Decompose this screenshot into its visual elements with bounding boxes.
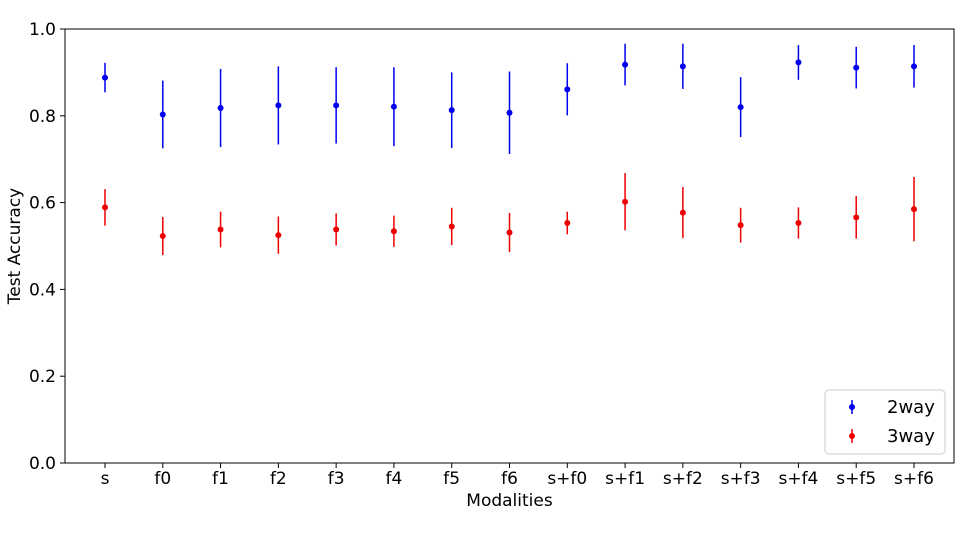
point-3way bbox=[622, 198, 629, 205]
point-3way bbox=[275, 232, 282, 239]
x-tick-label: f5 bbox=[443, 469, 460, 489]
x-tick-label: f0 bbox=[154, 469, 171, 489]
x-tick-label: f6 bbox=[501, 469, 518, 489]
point-2way bbox=[448, 107, 455, 114]
point-3way bbox=[506, 229, 513, 236]
point-3way bbox=[564, 219, 571, 226]
point-2way bbox=[679, 63, 686, 70]
x-tick-label: f2 bbox=[270, 469, 287, 489]
x-tick-label: s+f5 bbox=[836, 469, 876, 489]
x-tick-label: f3 bbox=[328, 469, 345, 489]
y-tick-label: 1.0 bbox=[29, 20, 56, 40]
point-2way bbox=[911, 63, 917, 70]
x-tick-label: s+f0 bbox=[547, 469, 587, 489]
legend-marker-3way bbox=[849, 433, 855, 439]
point-3way bbox=[448, 223, 455, 230]
point-2way bbox=[275, 102, 282, 109]
point-2way bbox=[853, 64, 860, 71]
x-tick-label: f4 bbox=[386, 469, 403, 489]
point-2way bbox=[390, 103, 397, 110]
y-axis-label: Test Accuracy bbox=[5, 188, 25, 306]
x-tick-label: s bbox=[101, 469, 110, 489]
point-2way bbox=[622, 61, 629, 68]
y-axis: 0.0 0.2 0.4 0.6 0.8 1.0 bbox=[29, 20, 65, 474]
point-2way bbox=[333, 102, 340, 109]
legend-label-2way: 2way bbox=[887, 397, 935, 418]
point-3way bbox=[390, 228, 397, 235]
point-3way bbox=[333, 226, 340, 233]
legend-label-3way: 3way bbox=[887, 426, 935, 447]
legend-marker-2way bbox=[849, 404, 855, 410]
y-tick-label: 0.6 bbox=[29, 194, 56, 214]
y-tick-label: 0.2 bbox=[29, 367, 56, 387]
point-2way bbox=[564, 86, 571, 93]
x-tick-label: s+f6 bbox=[894, 469, 934, 489]
y-tick-label: 0.8 bbox=[29, 107, 56, 127]
y-tick-label: 0.4 bbox=[29, 280, 56, 300]
point-3way bbox=[795, 219, 802, 226]
x-tick-label: s+f4 bbox=[778, 469, 818, 489]
legend: 2way 3way bbox=[824, 389, 946, 455]
point-2way bbox=[795, 59, 802, 66]
point-2way bbox=[737, 104, 744, 111]
point-2way bbox=[506, 109, 513, 116]
x-tick-label: f1 bbox=[212, 469, 229, 489]
x-tick-label: s+f3 bbox=[721, 469, 761, 489]
x-tick-label: s+f2 bbox=[663, 469, 703, 489]
point-3way bbox=[853, 214, 860, 221]
x-tick-label: s+f1 bbox=[605, 469, 645, 489]
point-3way bbox=[679, 209, 686, 216]
point-3way bbox=[737, 222, 744, 229]
point-3way bbox=[911, 206, 917, 213]
x-axis: s f0 f1 f2 f3 f4 f5 f6 s+f0 s+f1 s+f2 s+f3 s+f4 s+f5 s… bbox=[101, 463, 934, 489]
x-axis-label: Modalities bbox=[466, 491, 553, 511]
point-2way bbox=[217, 104, 224, 111]
point-3way bbox=[102, 204, 108, 211]
point-2way bbox=[102, 74, 108, 81]
point-3way bbox=[159, 233, 166, 240]
y-tick-label: 0.0 bbox=[29, 454, 56, 474]
legend-box bbox=[824, 389, 946, 455]
chart-marks bbox=[102, 43, 917, 256]
point-2way bbox=[159, 111, 166, 118]
point-3way bbox=[217, 226, 224, 233]
